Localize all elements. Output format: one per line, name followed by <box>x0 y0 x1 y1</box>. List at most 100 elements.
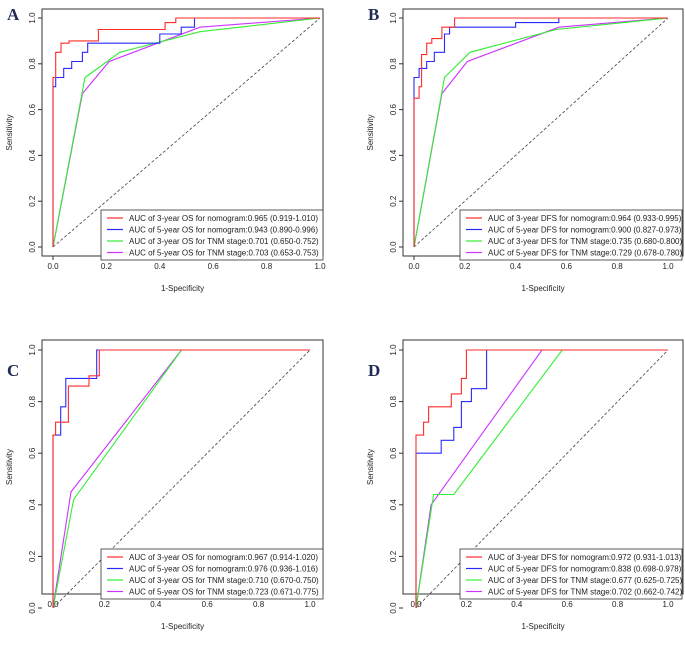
legend-box <box>100 548 324 600</box>
legend-box <box>459 548 683 600</box>
y-tick-label: 1.0 <box>28 344 37 356</box>
roc-panel-b: B 0.0 0.2 0.4 0.6 0.8 1.0 0.0 0.2 0.4 0.6 0.8 1.0 1-S… <box>366 5 684 293</box>
legend-entry: AUC of 5-year OS for nomogram:0.976 (0.9… <box>129 565 318 574</box>
y-tick-label: 0.0 <box>389 241 398 253</box>
legend-entry: AUC of 5-year OS for TNM stage:0.723 (0.… <box>129 588 319 597</box>
x-tick-label: 0.4 <box>150 600 162 609</box>
roc-curve-red <box>52 349 310 608</box>
x-tick-label: 0.6 <box>562 600 574 609</box>
y-tick-label: 0.4 <box>389 499 398 511</box>
y-axis-label: Sensitivity <box>5 114 14 150</box>
legend-entry: AUC of 5-year DFS for TNM stage:0.702 (0… <box>488 588 682 597</box>
legend-entry: AUC of 5-year OS for TNM stage:0.703 (0.… <box>129 249 319 258</box>
panel-letter: A <box>7 5 20 24</box>
y-tick-label: 1.0 <box>389 12 398 24</box>
x-tick-label: 0.6 <box>561 262 573 271</box>
legend: AUC of 3-year OS for nomogram:0.965 (0.9… <box>100 209 324 261</box>
x-axis-label: 1-Specificity <box>161 284 204 293</box>
legend-entry: AUC of 5-year DFS for TNM stage:0.729 (0… <box>488 249 682 258</box>
reference-diagonal-line <box>52 17 321 248</box>
y-tick-label: 0.4 <box>28 149 37 161</box>
y-tick-label: 0.6 <box>28 103 37 115</box>
x-tick-label: 0.0 <box>408 262 420 271</box>
roc-curve-red <box>415 349 668 608</box>
roc-panel-d: D0.0 0.2 0.4 0.6 0.8 1.00.00.20.40.60.81.01-S… <box>366 339 684 631</box>
x-tick-label: 0.4 <box>511 600 523 609</box>
x-tick-label: 0.2 <box>99 600 111 609</box>
reference-diagonal-line <box>413 17 669 248</box>
legend-entry: AUC of 3-year DFS for TNM stage:0.735 (0… <box>488 237 682 246</box>
y-tick-label: 0.2 <box>389 550 398 562</box>
y-tick-label: 0.2 <box>389 195 398 207</box>
x-tick-label: 0.0 <box>47 262 59 271</box>
y-tick-label: 0.0 <box>389 602 398 614</box>
x-axis-label: 1-Specificity <box>521 622 564 631</box>
y-tick-label: 0.2 <box>28 550 37 562</box>
x-tick-label: 0.8 <box>612 262 624 271</box>
legend: AUC of 3-year OS for nomogram:0.967 (0.9… <box>100 548 324 600</box>
legend-entry: AUC of 5-year OS for nomogram:0.943 (0.8… <box>129 226 318 235</box>
y-tick-label: 0.8 <box>389 58 398 70</box>
x-tick-label: 0.8 <box>261 262 273 271</box>
roc-curve-blue <box>413 17 668 247</box>
y-axis-label: Sensitivity <box>366 449 375 485</box>
y-tick-label: 1.0 <box>28 12 37 24</box>
legend: AUC of 3-year DFS for nomogram:0.972 (0.… <box>459 548 683 600</box>
roc-curve-red <box>52 17 320 247</box>
y-tick-label: 0.6 <box>28 447 37 459</box>
roc-curve-blue <box>52 349 310 608</box>
legend: AUC of 3-year DFS for nomogram:0.964 (0.… <box>459 209 683 261</box>
x-axis-label: 1-Specificity <box>161 622 204 631</box>
x-tick-label: 1.0 <box>314 262 326 271</box>
y-tick-label: 0.4 <box>28 499 37 511</box>
x-tick-label: 0.6 <box>208 262 220 271</box>
panel-letter: B <box>368 5 379 24</box>
x-tick-label: 0.2 <box>459 262 471 271</box>
y-axis-label: Sensitivity <box>366 114 375 150</box>
legend-box <box>100 209 324 261</box>
legend-entry: AUC of 3-year DFS for nomogram:0.964 (0.… <box>488 214 682 223</box>
y-tick-label: 0.8 <box>28 58 37 70</box>
y-tick-label: 0.8 <box>389 395 398 407</box>
x-tick-label: 0.2 <box>461 600 473 609</box>
x-tick-label: 1.0 <box>304 600 316 609</box>
x-tick-label: 1.0 <box>662 262 674 271</box>
y-tick-label: 0.6 <box>389 103 398 115</box>
y-tick-label: 0.4 <box>389 149 398 161</box>
x-tick-label: 0.8 <box>253 600 265 609</box>
y-tick-label: 1.0 <box>389 344 398 356</box>
legend-entry: AUC of 3-year OS for TNM stage:0.701 (0.… <box>129 237 319 246</box>
y-axis-label: Sensitivity <box>5 449 14 485</box>
y-tick-label: 0.0 <box>28 241 37 253</box>
x-tick-label: 0.2 <box>101 262 113 271</box>
roc-curve-blue <box>415 349 668 608</box>
y-tick-label: 0.6 <box>389 447 398 459</box>
y-tick-label: 0.8 <box>28 395 37 407</box>
legend-entry: AUC of 3-year OS for TNM stage:0.710 (0.… <box>129 576 319 585</box>
roc-curve-red <box>413 17 668 247</box>
roc-curve-green <box>52 17 321 248</box>
y-tick-label: 0.2 <box>28 195 37 207</box>
x-tick-label: 0.4 <box>154 262 166 271</box>
x-tick-label: 0.6 <box>202 600 214 609</box>
x-tick-label: 0.4 <box>510 262 522 271</box>
x-tick-label: 0.8 <box>612 600 624 609</box>
panel-letter: C <box>7 361 19 380</box>
panel-letter: D <box>368 361 380 380</box>
x-tick-label: 1.0 <box>662 600 674 609</box>
reference-diagonal-line <box>415 349 669 609</box>
legend-entry: AUC of 3-year OS for nomogram:0.965 (0.9… <box>129 214 318 223</box>
roc-panel-a: A 0.0 0.2 0.4 0.6 0.8 1.0 0.0 0.2 0.4 0.6 0.8 1.0 1-S… <box>5 5 326 293</box>
y-tick-label: 0.0 <box>28 602 37 614</box>
x-axis-label: 1-Specificity <box>521 284 564 293</box>
legend-entry: AUC of 3-year DFS for nomogram:0.972 (0.… <box>488 553 682 562</box>
reference-diagonal-line <box>52 349 311 609</box>
roc-curve-green <box>413 17 669 248</box>
legend-entry: AUC of 5-year DFS for nomogram:0.838 (0.… <box>488 565 682 574</box>
legend-entry: AUC of 5-year DFS for nomogram:0.900 (0.… <box>488 226 682 235</box>
legend-entry: AUC of 3-year OS for nomogram:0.967 (0.9… <box>129 553 318 562</box>
roc-panel-c: C0.0 0.2 0.4 0.6 0.8 1.00.00.20.40.60.81.01-S… <box>5 339 324 631</box>
legend-entry: AUC of 3-year DFS for TNM stage:0.677 (0… <box>488 576 682 585</box>
legend-box <box>459 209 683 261</box>
